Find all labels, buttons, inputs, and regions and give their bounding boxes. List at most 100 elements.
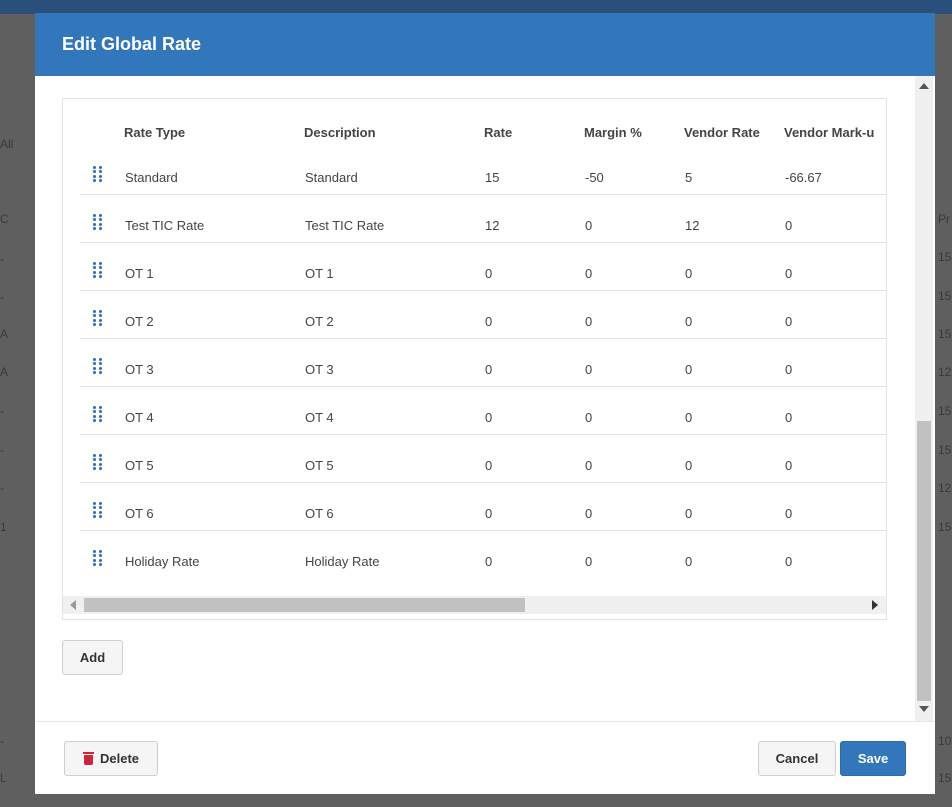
background-text: - (0, 734, 4, 748)
delete-button[interactable]: Delete (64, 741, 158, 776)
rates-grid: Rate Type Description Rate Margin % Vend… (62, 98, 887, 620)
drag-handle-icon[interactable] (93, 454, 103, 470)
column-header-description[interactable]: Description (304, 125, 376, 140)
cell-vendor-markup: 0 (785, 458, 793, 473)
cell-vendor-rate: 0 (685, 458, 693, 473)
background-text: - (0, 481, 4, 495)
cell-rate-type: OT 3 (125, 362, 154, 377)
background-text: - (0, 443, 4, 457)
cell-vendor-rate: 5 (685, 170, 693, 185)
column-header-margin[interactable]: Margin % (584, 125, 642, 140)
background-text: 15 (938, 771, 952, 785)
drag-handle-icon[interactable] (93, 358, 103, 374)
cell-margin: 0 (585, 362, 593, 377)
cell-vendor-markup: 0 (785, 266, 793, 281)
background-text: - (0, 252, 4, 266)
cell-rate: 0 (485, 266, 493, 281)
background-text: 15 (938, 250, 952, 264)
table-row[interactable]: OT 1 OT 1 0 0 0 0 (80, 243, 886, 291)
column-header-rate-type[interactable]: Rate Type (124, 125, 186, 140)
cell-vendor-rate: 0 (685, 506, 693, 521)
grid-header: Rate Type Description Rate Margin % Vend… (63, 99, 886, 165)
cell-description: OT 1 (305, 266, 334, 281)
table-row[interactable]: OT 2 OT 2 0 0 0 0 (80, 291, 886, 339)
arrow-right-icon[interactable] (872, 600, 878, 610)
background-text: 12 (938, 365, 952, 379)
cell-rate-type: OT 1 (125, 266, 154, 281)
cell-description: Test TIC Rate (305, 218, 385, 233)
cell-vendor-markup: 0 (785, 362, 793, 377)
drag-handle-icon[interactable] (93, 310, 103, 326)
table-row[interactable]: Holiday Rate Holiday Rate 0 0 0 0 (80, 531, 886, 579)
cell-rate: 0 (485, 554, 493, 569)
horizontal-scrollbar[interactable] (63, 596, 886, 614)
cell-vendor-markup: 0 (785, 410, 793, 425)
cell-vendor-markup: 0 (785, 314, 793, 329)
background-text: 1 (0, 520, 7, 534)
column-header-rate[interactable]: Rate (484, 125, 513, 140)
cell-rate-type: OT 4 (125, 410, 154, 425)
cell-vendor-rate: 0 (685, 266, 693, 281)
background-text: C (0, 212, 9, 226)
cell-margin: 0 (585, 266, 593, 281)
drag-handle-icon[interactable] (93, 262, 103, 278)
cell-margin: -50 (585, 170, 604, 185)
cell-rate: 0 (485, 314, 493, 329)
cell-description: OT 2 (305, 314, 334, 329)
cell-margin: 0 (585, 410, 593, 425)
dialog-body: Rate Type Description Rate Margin % Vend… (35, 76, 935, 721)
cell-vendor-rate: 0 (685, 410, 693, 425)
column-header-vendor-rate[interactable]: Vendor Rate (684, 125, 760, 140)
cell-rate-type: OT 5 (125, 458, 154, 473)
save-button[interactable]: Save (840, 741, 906, 776)
table-row[interactable]: OT 6 OT 6 0 0 0 0 (80, 483, 886, 531)
background-text: - (0, 404, 4, 418)
drag-handle-icon[interactable] (93, 406, 103, 422)
background-text: Pr (938, 212, 950, 226)
vertical-scroll-thumb[interactable] (917, 421, 931, 701)
edit-global-rate-dialog: Edit Global Rate Rate Type Description R… (35, 13, 935, 794)
horizontal-scroll-thumb[interactable] (84, 598, 525, 612)
cell-rate-type: Holiday Rate (125, 554, 200, 569)
grid-rows: Standard Standard 15 -50 5 -66.67 Test T… (80, 147, 886, 579)
cell-rate-type: Test TIC Rate (125, 218, 205, 233)
column-header-vendor-markup[interactable]: Vendor Mark-u (784, 125, 875, 140)
table-row[interactable]: OT 4 OT 4 0 0 0 0 (80, 387, 886, 435)
cancel-button[interactable]: Cancel (758, 741, 836, 776)
drag-handle-icon[interactable] (93, 166, 103, 182)
drag-handle-icon[interactable] (93, 502, 103, 518)
cell-margin: 0 (585, 314, 593, 329)
trash-icon (82, 752, 94, 765)
cell-vendor-markup: -66.67 (785, 170, 822, 185)
dialog-footer: Delete Cancel Save (35, 721, 935, 794)
add-button[interactable]: Add (62, 640, 123, 675)
cell-vendor-rate: 12 (685, 218, 700, 233)
background-text: A (0, 365, 9, 379)
drag-handle-icon[interactable] (93, 214, 103, 230)
background-text: 15 (938, 520, 952, 534)
background-topbar (0, 0, 952, 14)
cell-description: Standard (305, 170, 358, 185)
table-row[interactable]: OT 3 OT 3 0 0 0 0 (80, 339, 886, 387)
cell-vendor-markup: 0 (785, 554, 793, 569)
table-row[interactable]: Test TIC Rate Test TIC Rate 12 0 12 0 (80, 195, 886, 243)
arrow-up-icon[interactable] (919, 83, 929, 89)
table-row[interactable]: OT 5 OT 5 0 0 0 0 (80, 435, 886, 483)
cell-rate: 0 (485, 410, 493, 425)
dialog-header: Edit Global Rate (35, 13, 935, 76)
vertical-scrollbar[interactable] (915, 76, 933, 721)
cell-description: OT 6 (305, 506, 334, 521)
cell-margin: 0 (585, 218, 593, 233)
dialog-title: Edit Global Rate (62, 34, 202, 54)
arrow-down-icon[interactable] (919, 706, 929, 712)
arrow-left-icon[interactable] (70, 600, 76, 610)
cell-description: Holiday Rate (305, 554, 380, 569)
drag-handle-icon[interactable] (93, 550, 103, 566)
cell-margin: 0 (585, 506, 593, 521)
background-text: - (0, 290, 4, 304)
cell-description: OT 5 (305, 458, 334, 473)
cell-vendor-markup: 0 (785, 218, 793, 233)
table-row[interactable]: Standard Standard 15 -50 5 -66.67 (80, 147, 886, 195)
cell-vendor-rate: 0 (685, 314, 693, 329)
cell-margin: 0 (585, 458, 593, 473)
